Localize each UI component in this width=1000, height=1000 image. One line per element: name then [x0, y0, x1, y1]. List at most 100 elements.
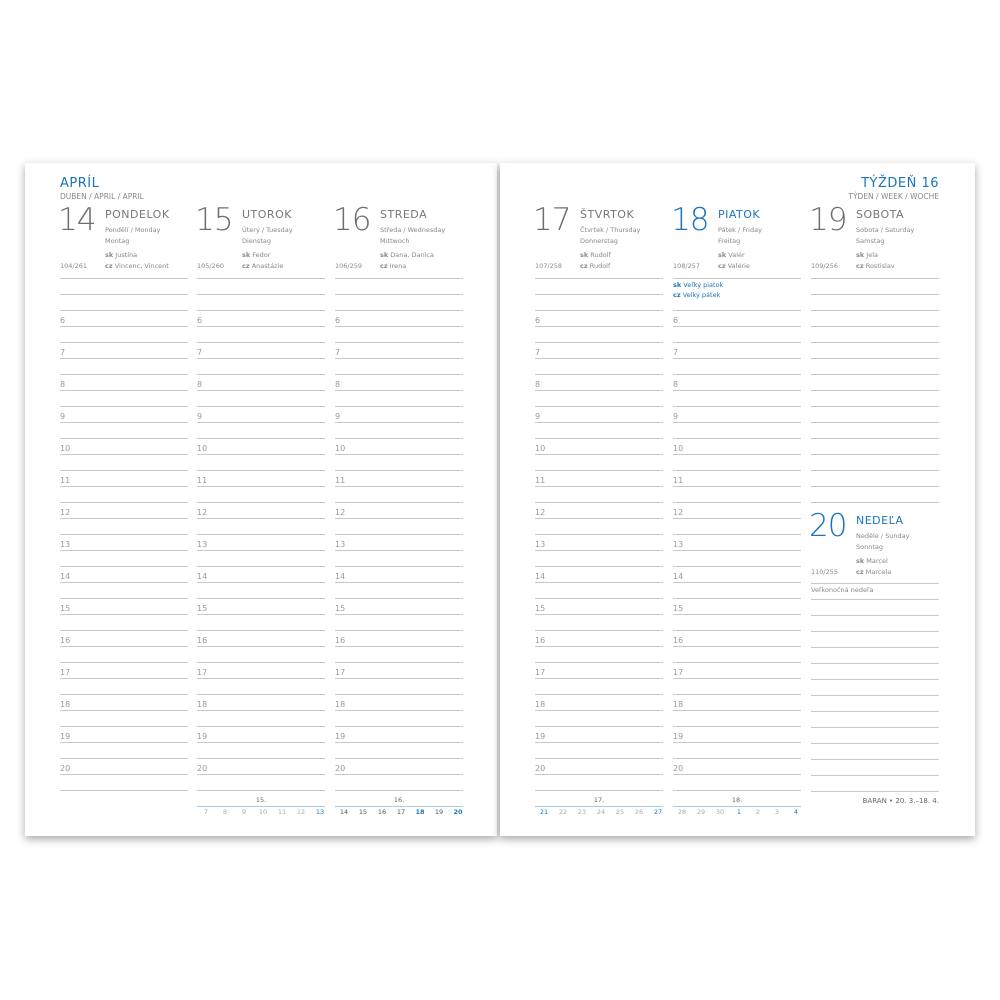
ruled-line	[335, 406, 463, 407]
day-translation: Sobota / Saturday	[856, 226, 915, 234]
ruled-line	[197, 310, 325, 311]
mini-calendar-day[interactable]: 1	[736, 808, 742, 816]
day-translation: Úterý / Tuesday	[242, 226, 293, 234]
mini-calendar-day[interactable]: 27	[653, 808, 663, 816]
day-translation-de: Samstag	[856, 237, 885, 245]
mini-calendar-day[interactable]: 24	[596, 808, 606, 816]
ruled-line	[60, 710, 188, 711]
hour-label: 11	[60, 476, 71, 485]
hour-label: 20	[535, 764, 546, 773]
ruled-line	[673, 390, 801, 391]
nameday-sk: sk Jela	[856, 250, 878, 260]
ruled-line	[60, 470, 188, 471]
hour-label: 15	[335, 604, 346, 613]
mini-calendar-day[interactable]: 2	[755, 808, 761, 816]
day-translation: Pondělí / Monday	[105, 226, 161, 234]
ruled-line	[197, 694, 325, 695]
ruled-line	[60, 406, 188, 407]
ruled-line	[673, 662, 801, 663]
ruled-line	[535, 726, 663, 727]
mini-calendar-day[interactable]: 12	[296, 808, 306, 816]
mini-calendar-day[interactable]: 4	[793, 808, 799, 816]
ruled-line	[197, 614, 325, 615]
mini-calendar-day[interactable]: 21	[539, 808, 549, 816]
ruled-line	[60, 726, 188, 727]
ruled-line	[60, 374, 188, 375]
mini-calendar-day[interactable]: 29	[696, 808, 706, 816]
mini-calendar-day[interactable]: 30	[715, 808, 725, 816]
mini-calendar-day[interactable]: 10	[258, 808, 268, 816]
day-number: 16	[333, 202, 371, 238]
mini-calendar-day[interactable]: 26	[634, 808, 644, 816]
ruled-line	[197, 454, 325, 455]
mini-calendar-day[interactable]: 18	[415, 808, 425, 816]
mini-calendar-day[interactable]: 14	[339, 808, 349, 816]
ruled-line	[60, 278, 188, 279]
day-count: 105/260	[197, 262, 225, 270]
mini-calendar-day[interactable]: 7	[203, 808, 209, 816]
sk-name: Jela	[866, 251, 878, 259]
hour-label: 11	[535, 476, 546, 485]
ruled-line	[60, 774, 188, 775]
ruled-line	[197, 566, 325, 567]
day-name: STREDA	[380, 208, 428, 221]
mini-calendar-day[interactable]: 22	[558, 808, 568, 816]
cz-label: cz	[856, 262, 864, 270]
cz-name: Marcela	[865, 568, 892, 576]
ruled-line	[673, 582, 801, 583]
mini-calendar-day[interactable]: 17	[396, 808, 406, 816]
hour-label: 11	[197, 476, 208, 485]
ruled-line	[535, 390, 663, 391]
ruled-line	[60, 342, 188, 343]
mini-calendar-day[interactable]: 3	[774, 808, 780, 816]
ruled-line	[335, 566, 463, 567]
ruled-line	[673, 502, 801, 503]
day-name: ŠTVRTOK	[580, 208, 635, 221]
mini-calendar-day[interactable]: 9	[241, 808, 247, 816]
ruled-line	[811, 679, 939, 680]
ruled-line	[811, 695, 939, 696]
ruled-line	[673, 470, 801, 471]
left-page	[25, 163, 497, 836]
ruled-line	[60, 630, 188, 631]
ruled-line	[811, 647, 939, 648]
ruled-line	[335, 374, 463, 375]
ruled-line	[197, 790, 325, 791]
day-number: 14	[58, 202, 96, 238]
hour-label: 20	[673, 764, 684, 773]
week-subtitle: TÝDEN / WEEK / WOCHE	[848, 192, 939, 201]
mini-calendar-day[interactable]: 8	[222, 808, 228, 816]
mini-calendar-day[interactable]: 20	[453, 808, 463, 816]
ruled-line	[60, 390, 188, 391]
ruled-line	[60, 422, 188, 423]
nameday-cz: cz Marcela	[856, 567, 891, 577]
day-count: 107/258	[535, 262, 563, 270]
hour-label: 11	[335, 476, 346, 485]
mini-calendar-day[interactable]: 19	[434, 808, 444, 816]
hour-label: 20	[335, 764, 346, 773]
sk-name: Justína	[115, 251, 138, 259]
mini-calendar-week: 17.	[593, 796, 605, 804]
ruled-line	[535, 486, 663, 487]
ruled-line	[535, 614, 663, 615]
sk-label: sk	[242, 251, 251, 259]
hour-label: 18	[673, 700, 684, 709]
ruled-line	[811, 406, 939, 407]
mini-calendar-day[interactable]: 15	[358, 808, 368, 816]
sk-name: Fedor	[252, 251, 271, 259]
hour-label: 12	[535, 508, 546, 517]
hour-label: 16	[60, 636, 71, 645]
mini-calendar-divider	[535, 806, 663, 807]
mini-calendar-day[interactable]: 11	[277, 808, 287, 816]
ruled-line	[60, 598, 188, 599]
mini-calendar-day[interactable]: 28	[677, 808, 687, 816]
mini-calendar-day[interactable]: 23	[577, 808, 587, 816]
ruled-line	[811, 454, 939, 455]
cz-name: Rudolf	[589, 262, 611, 270]
day-number: 18	[671, 202, 709, 238]
hour-label: 10	[197, 444, 208, 453]
mini-calendar-day[interactable]: 13	[315, 808, 325, 816]
mini-calendar-day[interactable]: 16	[377, 808, 387, 816]
hour-label: 7	[535, 348, 541, 357]
mini-calendar-day[interactable]: 25	[615, 808, 625, 816]
